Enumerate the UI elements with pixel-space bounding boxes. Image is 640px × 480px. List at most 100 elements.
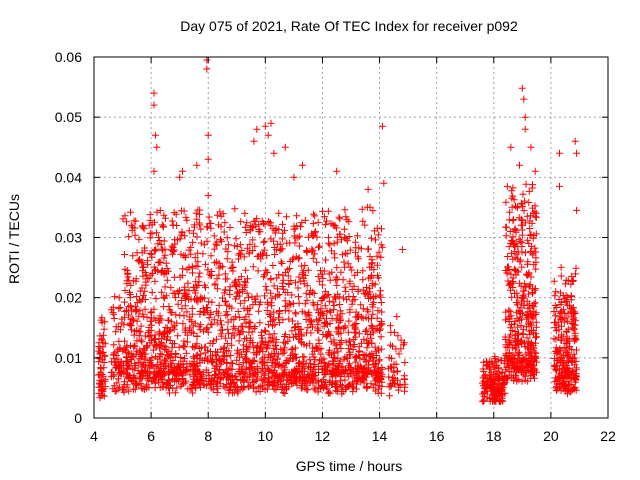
- data-point: [521, 219, 529, 227]
- data-point: [135, 235, 143, 243]
- data-point: [488, 358, 496, 366]
- data-point: [333, 311, 341, 319]
- data-point: [193, 283, 201, 291]
- data-point: [343, 296, 351, 304]
- data-point: [362, 328, 369, 335]
- data-point: [330, 293, 338, 301]
- data-point: [551, 318, 558, 326]
- data-point: [551, 378, 559, 386]
- data-point: [556, 182, 563, 190]
- data-point: [492, 386, 500, 394]
- data-point: [285, 315, 293, 323]
- data-point: [153, 208, 161, 216]
- data-point: [351, 364, 359, 372]
- chart-title: Day 075 of 2021, Rate Of TEC Index for r…: [180, 18, 518, 34]
- data-point: [518, 84, 526, 92]
- data-point: [236, 299, 244, 307]
- data-point: [573, 206, 581, 214]
- data-point: [286, 333, 294, 341]
- data-point: [101, 318, 109, 326]
- data-point: [394, 332, 402, 340]
- data-point: [255, 221, 263, 229]
- data-point: [179, 265, 187, 273]
- data-point: [274, 378, 282, 386]
- data-point: [279, 220, 286, 228]
- data-point: [165, 303, 173, 310]
- data-point: [112, 387, 120, 395]
- data-point: [505, 266, 513, 273]
- data-point: [213, 389, 221, 396]
- data-point: [254, 342, 262, 350]
- data-point: [125, 374, 132, 382]
- data-point: [390, 368, 398, 376]
- data-point: [191, 289, 199, 297]
- data-point: [240, 345, 247, 353]
- data-point: [525, 318, 533, 326]
- data-point: [182, 349, 190, 357]
- data-point: [517, 336, 525, 344]
- data-point: [219, 210, 227, 218]
- data-point: [310, 210, 318, 218]
- data-point: [136, 346, 144, 354]
- data-point: [131, 231, 139, 239]
- data-point: [229, 264, 237, 271]
- data-point: [531, 374, 538, 382]
- data-point: [527, 346, 535, 354]
- data-point: [352, 358, 360, 366]
- data-point: [250, 137, 258, 145]
- data-point: [342, 213, 350, 221]
- data-point: [251, 242, 259, 250]
- data-point: [294, 284, 302, 292]
- data-point: [322, 370, 330, 378]
- data-point: [371, 343, 379, 351]
- data-point: [322, 256, 330, 264]
- data-point: [480, 396, 488, 404]
- data-point: [233, 292, 241, 300]
- data-point: [318, 270, 326, 278]
- data-point: [121, 212, 129, 220]
- data-point: [168, 242, 176, 250]
- data-point: [193, 333, 201, 340]
- data-point: [528, 327, 535, 334]
- data-point: [167, 308, 175, 316]
- data-point: [219, 374, 227, 382]
- data-point: [503, 182, 511, 190]
- data-point: [261, 122, 269, 130]
- data-point: [197, 225, 205, 233]
- data-point: [367, 322, 375, 330]
- data-point: [257, 251, 264, 259]
- data-point: [314, 377, 322, 385]
- data-point: [100, 331, 107, 339]
- data-point: [169, 221, 177, 229]
- data-point: [397, 345, 405, 353]
- data-point: [568, 312, 576, 320]
- data-point: [222, 381, 230, 389]
- data-point: [279, 276, 287, 284]
- data-point: [249, 236, 257, 244]
- data-point: [291, 377, 299, 385]
- data-point: [121, 308, 129, 316]
- data-point: [323, 292, 331, 300]
- data-point: [482, 361, 490, 369]
- x-tick-label: 6: [147, 428, 155, 444]
- data-point: [369, 280, 377, 287]
- data-point: [522, 372, 529, 380]
- data-point: [129, 343, 137, 351]
- data-point: [532, 265, 540, 273]
- data-point: [296, 368, 303, 376]
- data-point: [348, 300, 356, 308]
- data-point: [150, 314, 158, 322]
- data-point: [509, 184, 517, 192]
- data-point: [245, 318, 253, 326]
- data-point: [155, 376, 163, 384]
- data-point: [97, 316, 105, 324]
- data-point: [525, 270, 533, 278]
- data-point: [505, 216, 513, 224]
- data-point: [143, 275, 151, 283]
- data-point: [333, 275, 341, 283]
- data-point: [219, 294, 226, 302]
- data-point: [508, 321, 515, 329]
- data-point: [146, 250, 154, 257]
- data-point: [295, 360, 303, 367]
- data-point: [181, 355, 188, 362]
